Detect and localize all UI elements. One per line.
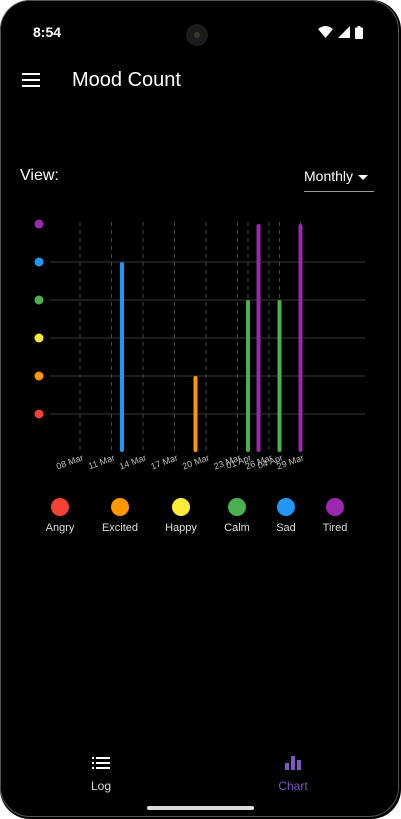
x-tick-label: 11 Mar: [87, 452, 116, 471]
bottom-navigation: Log Chart: [0, 750, 401, 798]
legend-dot: [172, 498, 190, 516]
legend-label: Angry: [45, 522, 75, 534]
legend-item-calm[interactable]: Calm: [207, 498, 267, 534]
x-tick-label: 17 Mar: [149, 452, 179, 471]
nav-label-chart: Chart: [278, 779, 308, 793]
legend-dot: [277, 498, 295, 516]
y-axis-dot-angry: [34, 409, 44, 419]
y-axis-dot-sad: [34, 257, 44, 267]
y-axis-dot-tired: [34, 219, 44, 229]
status-icons: [318, 24, 363, 40]
home-indicator: [147, 806, 254, 810]
legend-label: Tired: [322, 522, 348, 534]
cellular-signal-icon: [338, 26, 350, 38]
battery-icon: [355, 25, 363, 39]
y-axis-dot-happy: [34, 333, 44, 343]
legend-dot: [326, 498, 344, 516]
y-axis-dot-excited: [34, 371, 44, 381]
legend-dot: [51, 498, 69, 516]
view-label: View:: [20, 167, 59, 184]
wifi-icon: [318, 26, 333, 38]
dropdown-arrow-icon: [358, 175, 368, 180]
x-tick-label: 14 Mar: [118, 452, 148, 471]
legend-item-sad[interactable]: Sad: [256, 498, 316, 534]
legend-label: Excited: [101, 522, 139, 534]
mood-chart-svg: 08 Mar 11 Mar 14 Mar 17 Mar 20 Mar 23 Mar 26 M…: [34, 219, 365, 471]
legend-item-angry[interactable]: Angry: [30, 498, 90, 534]
nav-item-log[interactable]: Log: [61, 750, 141, 793]
legend-label: Calm: [224, 522, 250, 534]
view-dropdown-value: Monthly: [304, 168, 354, 184]
nav-label-log: Log: [90, 779, 112, 793]
front-camera: [186, 24, 208, 46]
bar-excited: [193, 376, 198, 452]
bar-tired: [298, 224, 303, 452]
x-tick-label: 08 Mar: [55, 452, 85, 471]
hamburger-menu-icon[interactable]: [22, 72, 42, 88]
mood-legend: Angry Excited Happy Calm Sad Tired: [0, 498, 401, 543]
page-title: Mood Count: [72, 69, 181, 91]
legend-dot: [111, 498, 129, 516]
nav-item-chart[interactable]: Chart: [253, 750, 333, 793]
bar-calm: [277, 300, 282, 452]
legend-label: Happy: [165, 522, 197, 534]
status-bar: 8:54: [0, 0, 401, 60]
legend-dot: [228, 498, 246, 516]
bar-chart-icon: [285, 756, 301, 770]
bar-tired: [256, 224, 261, 452]
legend-item-excited[interactable]: Excited: [90, 498, 150, 534]
legend-item-tired[interactable]: Tired: [305, 498, 365, 534]
view-dropdown[interactable]: Monthly: [304, 165, 374, 192]
bar-calm: [246, 300, 250, 452]
y-axis-dot-calm: [34, 295, 44, 305]
bar-sad: [120, 262, 124, 452]
list-icon: [92, 757, 110, 769]
legend-label: Sad: [276, 522, 296, 534]
legend-item-happy[interactable]: Happy: [151, 498, 211, 534]
status-time: 8:54: [33, 24, 62, 40]
x-tick-label: 20 Mar: [181, 452, 211, 471]
mood-chart: 08 Mar 11 Mar 14 Mar 17 Mar 20 Mar 23 Mar 26 M…: [0, 200, 401, 490]
app-bar: Mood Count: [0, 60, 401, 104]
